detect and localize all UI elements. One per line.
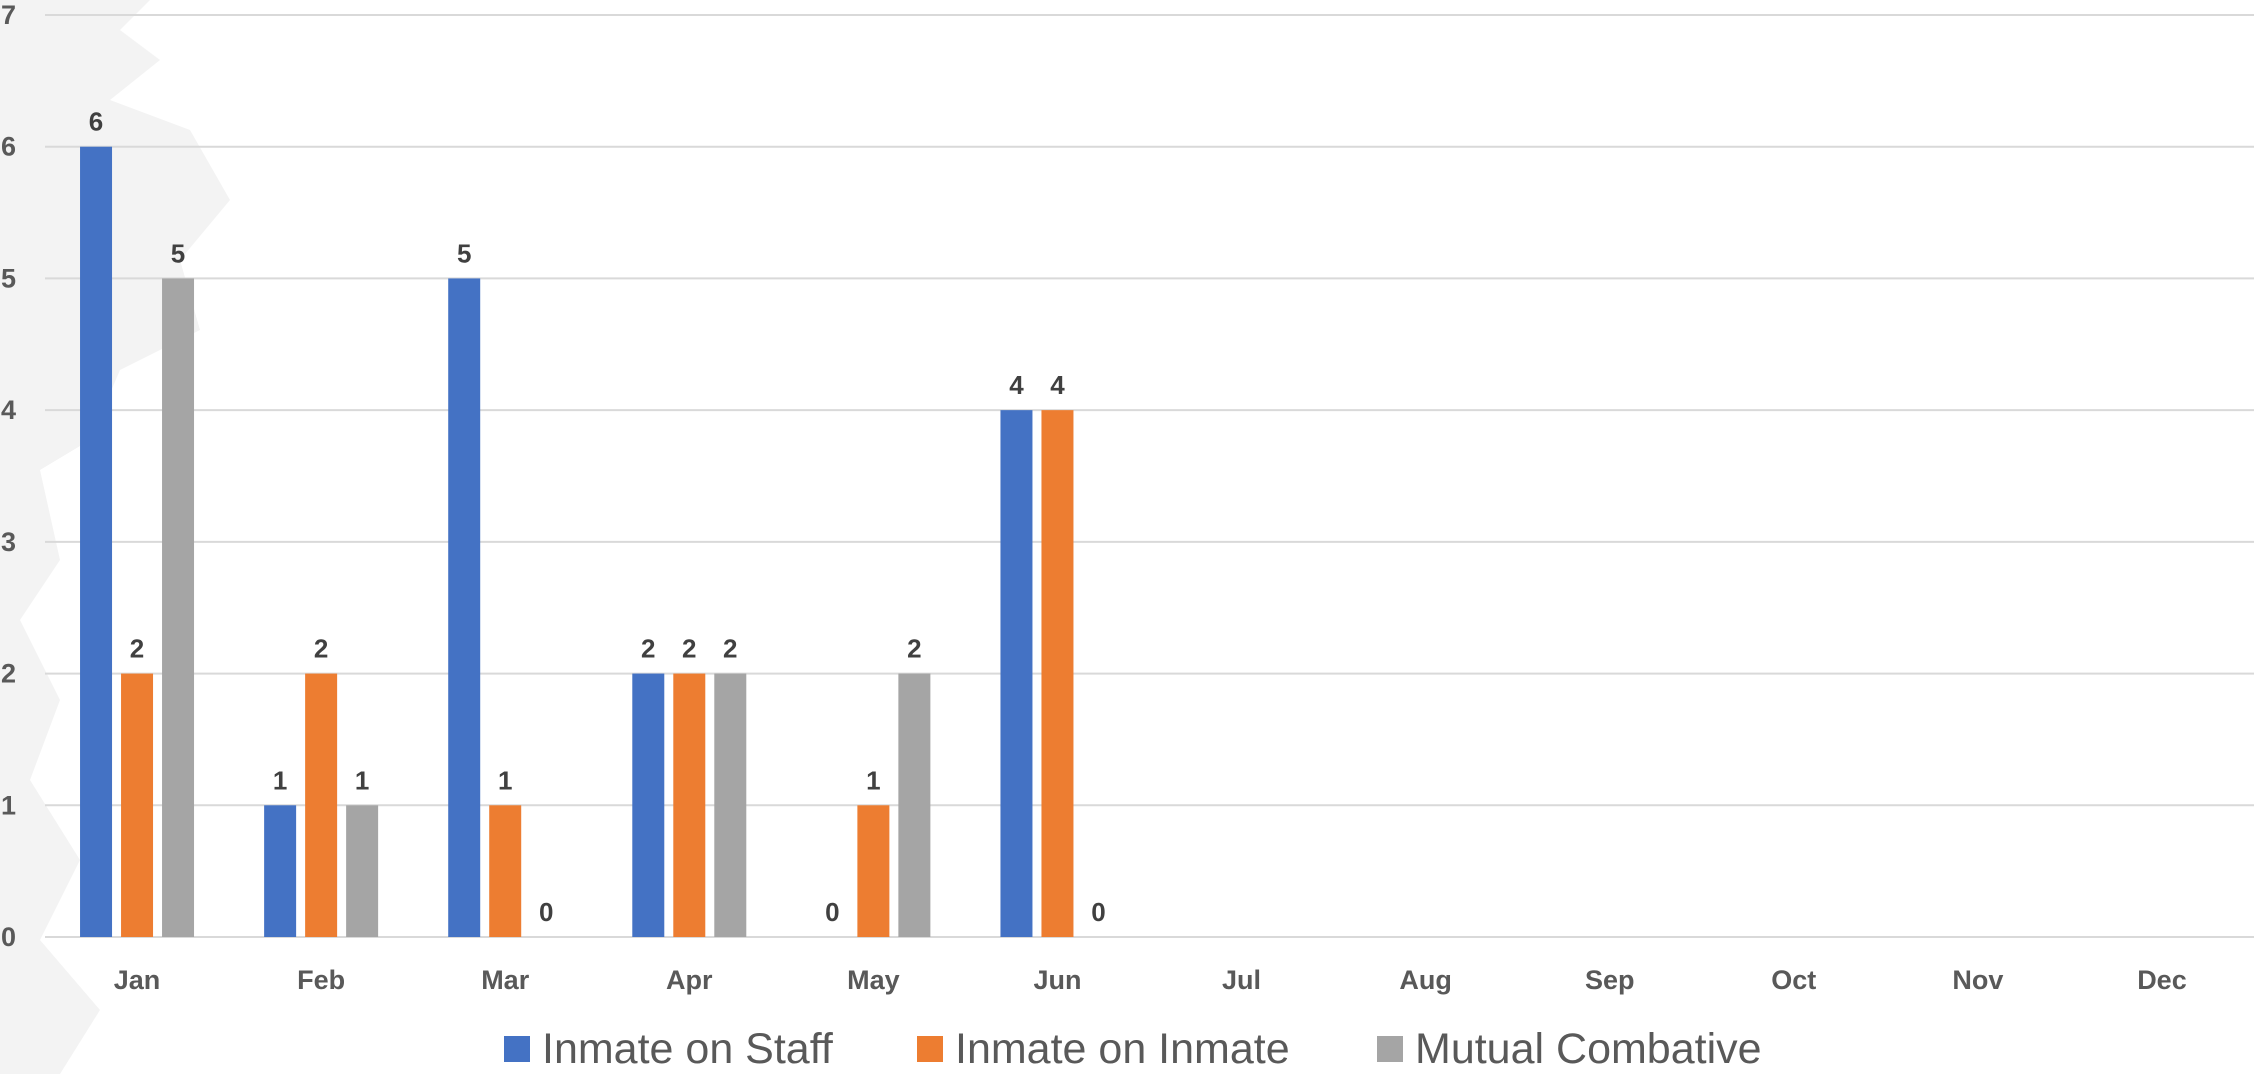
- bars: [80, 146, 1074, 938]
- data-label: 2: [641, 634, 655, 664]
- bar: [489, 805, 522, 937]
- data-label: 5: [171, 238, 185, 268]
- y-tick-label: 2: [1, 659, 16, 689]
- data-label: 6: [89, 107, 103, 137]
- x-tick-label: Jan: [114, 965, 161, 995]
- y-tick-label: 1: [1, 790, 16, 820]
- bar: [1041, 410, 1074, 938]
- bar: [162, 278, 195, 937]
- bar: [80, 146, 113, 937]
- x-tick-label: Feb: [297, 965, 345, 995]
- bar: [857, 805, 890, 937]
- bar: [305, 673, 338, 937]
- data-label: 0: [1091, 897, 1105, 927]
- legend-item: Inmate on Staff: [504, 1025, 834, 1073]
- x-tick-label: Mar: [481, 965, 530, 995]
- data-label: 1: [355, 765, 369, 795]
- y-tick-label: 7: [1, 0, 16, 30]
- x-tick-label: May: [847, 965, 900, 995]
- bar: [448, 278, 481, 937]
- bar: [121, 673, 154, 937]
- data-label: 4: [1009, 370, 1024, 400]
- data-label: 1: [273, 765, 287, 795]
- y-tick-label: 3: [1, 527, 16, 557]
- data-label: 2: [314, 634, 328, 664]
- bar: [1000, 410, 1033, 938]
- bar: [264, 805, 297, 937]
- legend-swatch: [504, 1036, 530, 1062]
- bar: [346, 805, 379, 937]
- x-tick-label: Aug: [1399, 965, 1451, 995]
- x-tick-label: Nov: [1952, 965, 2003, 995]
- data-label: 2: [130, 634, 144, 664]
- data-label: 2: [723, 634, 737, 664]
- x-tick-label: Jun: [1033, 965, 1081, 995]
- data-label: 1: [498, 765, 512, 795]
- bar: [673, 673, 706, 937]
- data-label: 5: [457, 238, 471, 268]
- x-axis: Jan Feb Mar Apr May Jun Jul Aug Sep Oct Nov Dec: [114, 965, 2187, 995]
- legend-swatch: [917, 1036, 943, 1062]
- legend-swatch: [1377, 1036, 1403, 1062]
- bar: [632, 673, 665, 937]
- y-tick-label: 5: [1, 263, 16, 293]
- gridlines: [45, 14, 2254, 938]
- y-tick-label: 4: [1, 395, 16, 425]
- x-tick-label: Jul: [1222, 965, 1261, 995]
- legend-label: Mutual Combative: [1415, 1025, 1762, 1073]
- x-tick-label: Apr: [666, 965, 713, 995]
- x-tick-label: Dec: [2137, 965, 2187, 995]
- bar: [714, 673, 747, 937]
- data-label: 0: [539, 897, 553, 927]
- legend-item: Mutual Combative: [1377, 1025, 1762, 1073]
- data-label: 2: [682, 634, 696, 664]
- watermark-tree-graphic: [0, 0, 230, 1074]
- y-tick-label: 6: [1, 132, 16, 162]
- bar: [898, 673, 931, 937]
- data-label: 1: [866, 765, 880, 795]
- data-label: 2: [907, 634, 921, 664]
- y-axis: 0 1 2 3 4 5 6 7: [1, 0, 16, 952]
- legend-item: Inmate on Inmate: [917, 1025, 1290, 1073]
- x-tick-label: Oct: [1771, 965, 1816, 995]
- legend-label: Inmate on Staff: [542, 1025, 834, 1073]
- x-tick-label: Sep: [1585, 965, 1635, 995]
- legend-label: Inmate on Inmate: [955, 1025, 1290, 1073]
- data-label: 4: [1050, 370, 1065, 400]
- legend: Inmate on Staff Inmate on Inmate Mutual Co…: [504, 1025, 1762, 1073]
- y-tick-label: 0: [1, 922, 16, 952]
- data-label: 0: [825, 897, 839, 927]
